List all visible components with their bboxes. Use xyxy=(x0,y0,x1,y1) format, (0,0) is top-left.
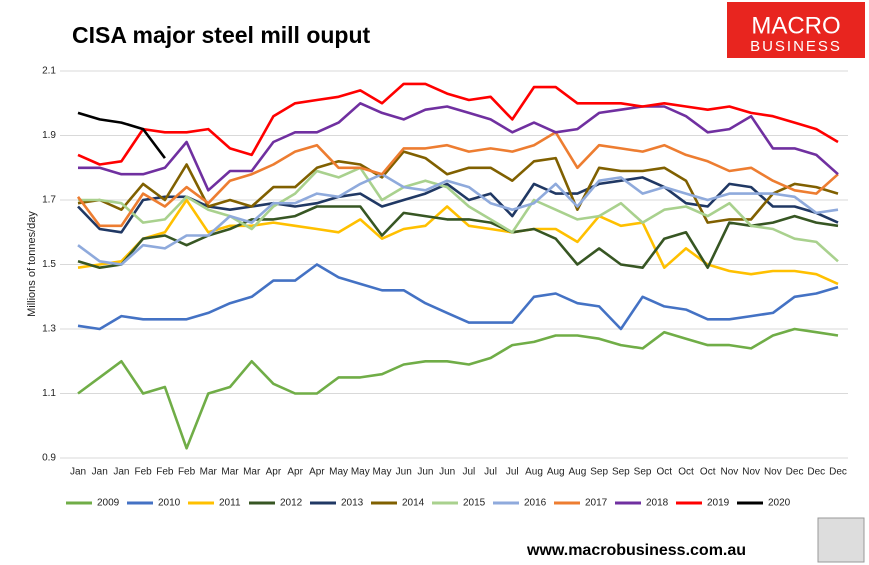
fox-icon xyxy=(817,517,865,563)
x-tick-label: Oct xyxy=(657,467,673,478)
chart-title: CISA major steel mill ouput xyxy=(72,22,371,48)
legend-label: 2009 xyxy=(97,498,120,509)
series-line xyxy=(77,327,839,450)
x-tick-label: Mar xyxy=(243,467,261,478)
x-tick-label: Dec xyxy=(786,467,804,478)
x-tick-label: Apr xyxy=(309,467,325,478)
logo-text: BUSINESS xyxy=(750,38,842,55)
x-tick-label: Jul xyxy=(484,467,497,478)
series-line xyxy=(77,176,839,234)
x-tick-label: Jun xyxy=(396,467,412,478)
y-axis-label: Millions of tonnes/day xyxy=(26,211,38,317)
y-tick-label: 0.9 xyxy=(42,453,56,464)
x-tick-label: Aug xyxy=(525,467,543,478)
legend-label: 2020 xyxy=(768,498,791,509)
legend-label: 2013 xyxy=(341,498,364,509)
series-line xyxy=(77,198,839,286)
x-tick-label: Mar xyxy=(200,467,218,478)
x-tick-label: Dec xyxy=(829,467,847,478)
x-tick-label: Oct xyxy=(678,467,694,478)
x-tick-label: Nov xyxy=(742,467,760,478)
x-tick-label: Oct xyxy=(700,467,716,478)
x-tick-label: Jul xyxy=(506,467,519,478)
y-tick-label: 2.1 xyxy=(42,66,56,77)
x-tick-label: Apr xyxy=(266,467,282,478)
logo-text: MACRO xyxy=(751,12,840,39)
footer: www.macrobusiness.com.au xyxy=(526,542,746,559)
series-line xyxy=(77,111,166,159)
series-line xyxy=(77,263,839,331)
x-tick-label: Aug xyxy=(547,467,565,478)
series-line xyxy=(77,205,839,269)
series-line xyxy=(78,166,839,263)
y-tick-label: 1.7 xyxy=(42,195,56,206)
logo-box xyxy=(727,2,865,58)
series-line xyxy=(77,172,839,266)
x-tick-label: Nov xyxy=(721,467,739,478)
legend-label: 2019 xyxy=(707,498,730,509)
x-tick-label: Jun xyxy=(439,467,455,478)
series-line xyxy=(76,131,839,228)
series-line xyxy=(78,102,839,192)
x-tick-label: Feb xyxy=(135,467,153,478)
y-tick-label: 1.5 xyxy=(42,259,56,270)
legend-label: 2014 xyxy=(402,498,425,509)
x-tick-label: Feb xyxy=(156,467,174,478)
x-tick-label: Feb xyxy=(178,467,196,478)
series-line xyxy=(77,82,839,166)
legend-label: 2016 xyxy=(524,498,547,509)
x-tick-label: Aug xyxy=(569,467,587,478)
x-tick-label: Nov xyxy=(764,467,782,478)
legend-label: 2018 xyxy=(646,498,669,509)
legend-label: 2015 xyxy=(463,498,486,509)
x-tick-label: Jul xyxy=(462,467,475,478)
x-tick-label: Jan xyxy=(92,467,108,478)
y-tick-label: 1.3 xyxy=(42,324,56,335)
x-tick-label: Sep xyxy=(590,467,608,478)
series-line xyxy=(77,150,839,224)
x-tick-label: May xyxy=(329,467,348,478)
y-tick-label: 1.9 xyxy=(42,130,56,141)
x-tick-label: Mar xyxy=(221,467,239,478)
x-tick-label: Jan xyxy=(70,467,86,478)
x-tick-label: Jun xyxy=(417,467,433,478)
x-tick-label: May xyxy=(351,467,370,478)
y-tick-label: 1.1 xyxy=(42,388,56,399)
x-tick-label: Apr xyxy=(287,467,303,478)
x-tick-label: Dec xyxy=(807,467,825,478)
legend-label: 2010 xyxy=(158,498,181,509)
legend-label: 2012 xyxy=(280,498,303,509)
x-tick-label: Sep xyxy=(634,467,652,478)
x-tick-label: May xyxy=(373,467,392,478)
legend-label: 2017 xyxy=(585,498,608,509)
legend-label: 2011 xyxy=(219,498,241,509)
x-tick-label: Jan xyxy=(113,467,129,478)
x-tick-label: Sep xyxy=(612,467,630,478)
